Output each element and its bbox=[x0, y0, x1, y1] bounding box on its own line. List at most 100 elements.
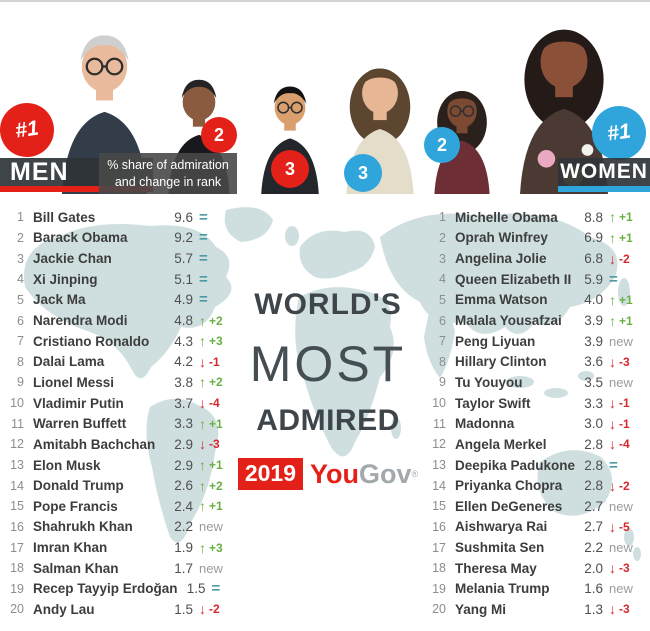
row-value: 2.2 bbox=[174, 519, 193, 535]
list-row: 20 Yang Mi 1.3 ↓ -3 bbox=[428, 599, 650, 620]
row-value: 4.9 bbox=[174, 292, 193, 308]
row-value: 3.7 bbox=[174, 395, 193, 411]
row-rank: 12 bbox=[432, 437, 446, 452]
row-value: 1.5 bbox=[174, 601, 193, 617]
row-name: Pope Francis bbox=[33, 498, 118, 514]
row-change: ↓ -2 bbox=[603, 252, 650, 266]
row-name: Vladimir Putin bbox=[33, 395, 124, 411]
rank-delta: +1 bbox=[619, 210, 633, 225]
list-row: 7 Cristiano Ronaldo 4.3 ↑ +3 bbox=[6, 331, 240, 352]
row-name: Jack Ma bbox=[33, 292, 86, 308]
list-row: 18 Theresa May 2.0 ↓ -3 bbox=[428, 558, 650, 579]
down-arrow-icon: ↓ bbox=[609, 250, 616, 267]
list-row: 14 Priyanka Chopra 2.8 ↓ -2 bbox=[428, 475, 650, 496]
row-rank: 2 bbox=[439, 230, 446, 245]
list-row: 17 Sushmita Sen 2.2 new bbox=[428, 537, 650, 558]
row-name: Angelina Jolie bbox=[455, 251, 547, 267]
list-row: 16 Shahrukh Khan 2.2 new bbox=[6, 517, 240, 538]
row-change: = bbox=[206, 580, 253, 597]
row-name: Narendra Modi bbox=[33, 313, 128, 329]
list-row: 7 Peng Liyuan 3.9 new bbox=[428, 331, 650, 352]
list-row: 15 Ellen DeGeneres 2.7 new bbox=[428, 496, 650, 517]
brand-row: 2019 You Gov ® bbox=[233, 458, 423, 490]
list-row: 4 Queen Elizabeth II 5.9 = bbox=[428, 269, 650, 290]
row-change: ↑ +1 bbox=[603, 293, 650, 307]
list-row: 5 Jack Ma 4.9 = bbox=[6, 290, 240, 311]
title-block: WORLD'S MOST ADMIRED 2019 You Gov ® bbox=[233, 288, 423, 490]
row-rank: 13 bbox=[10, 458, 24, 472]
equals-icon: = bbox=[609, 270, 618, 288]
row-value: 2.8 bbox=[584, 457, 604, 473]
rank-delta: +1 bbox=[619, 292, 633, 307]
row-rank: 3 bbox=[439, 251, 446, 266]
new-label: new bbox=[609, 374, 633, 390]
rank-delta: +3 bbox=[209, 334, 223, 349]
row-rank: 4 bbox=[439, 272, 446, 287]
row-value: 2.4 bbox=[174, 498, 193, 514]
rank-delta: -3 bbox=[619, 561, 630, 576]
row-name: Queen Elizabeth II bbox=[455, 271, 572, 287]
list-row: 8 Hillary Clinton 3.6 ↓ -3 bbox=[428, 351, 650, 372]
row-change: new bbox=[193, 519, 240, 534]
row-rank: 11 bbox=[11, 416, 24, 431]
row-rank: 13 bbox=[432, 458, 446, 472]
row-change: ↑ +3 bbox=[193, 541, 240, 555]
row-change: ↑ +2 bbox=[193, 479, 240, 493]
down-arrow-icon: ↓ bbox=[609, 436, 616, 453]
rank-delta: +1 bbox=[209, 458, 223, 472]
list-row: 11 Madonna 3.0 ↓ -1 bbox=[428, 413, 650, 434]
row-rank: 8 bbox=[17, 354, 24, 369]
row-rank: 16 bbox=[432, 519, 446, 534]
row-value: 2.8 bbox=[584, 436, 603, 452]
up-arrow-icon: ↑ bbox=[199, 415, 206, 432]
row-name: Lionel Messi bbox=[33, 374, 115, 390]
row-name: Hillary Clinton bbox=[455, 354, 547, 370]
row-name: Warren Buffett bbox=[33, 416, 127, 432]
equals-icon: = bbox=[211, 580, 221, 598]
row-value: 2.9 bbox=[174, 436, 193, 452]
row-value: 5.1 bbox=[174, 271, 193, 287]
row-name: Ellen DeGeneres bbox=[455, 498, 563, 514]
row-change: new bbox=[603, 540, 650, 555]
down-arrow-icon: ↓ bbox=[199, 436, 206, 453]
row-change: = bbox=[193, 209, 240, 226]
row-name: Theresa May bbox=[455, 560, 537, 576]
row-name: Yang Mi bbox=[455, 601, 507, 617]
row-value: 2.7 bbox=[584, 498, 603, 514]
row-change: = bbox=[193, 229, 240, 246]
list-row: 1 Michelle Obama 8.8 ↑ +1 bbox=[428, 207, 650, 228]
rank-delta: -5 bbox=[619, 519, 630, 534]
row-name: Emma Watson bbox=[455, 292, 548, 308]
rank-delta: -3 bbox=[619, 602, 630, 617]
info-box: % share of admiration and change in rank bbox=[99, 153, 237, 194]
list-row: 13 Elon Musk 2.9 ↑ +1 bbox=[6, 455, 240, 476]
row-value: 9.6 bbox=[174, 209, 193, 225]
row-name: Oprah Winfrey bbox=[455, 230, 548, 246]
rank-delta: -3 bbox=[619, 354, 630, 369]
row-name: Dalai Lama bbox=[33, 354, 105, 370]
list-row: 12 Angela Merkel 2.8 ↓ -4 bbox=[428, 434, 650, 455]
row-name: Xi Jinping bbox=[33, 271, 98, 287]
row-rank: 15 bbox=[432, 499, 446, 514]
row-name: Sushmita Sen bbox=[455, 540, 545, 556]
list-row: 9 Lionel Messi 3.8 ↑ +2 bbox=[6, 372, 240, 393]
list-row: 5 Emma Watson 4.0 ↑ +1 bbox=[428, 290, 650, 311]
title-admired: ADMIRED bbox=[256, 404, 400, 437]
row-rank: 9 bbox=[17, 375, 24, 390]
row-value: 4.0 bbox=[584, 292, 603, 308]
women-label-box: WOMEN bbox=[558, 158, 650, 192]
rank-delta: -4 bbox=[619, 437, 630, 452]
down-arrow-icon: ↓ bbox=[609, 353, 616, 370]
down-arrow-icon: ↓ bbox=[199, 395, 206, 412]
row-change: ↑ +2 bbox=[193, 375, 240, 389]
rank-delta: -4 bbox=[209, 396, 220, 411]
header: #1 2 3 3 2 #1 MEN % share of admiration and c… bbox=[0, 2, 650, 198]
down-arrow-icon: ↓ bbox=[199, 601, 206, 618]
rank-delta: -1 bbox=[619, 396, 630, 411]
row-change: new bbox=[603, 375, 650, 390]
row-name: Aishwarya Rai bbox=[455, 519, 548, 535]
row-change: ↓ -4 bbox=[193, 396, 240, 410]
row-value: 1.5 bbox=[186, 581, 206, 597]
down-arrow-icon: ↓ bbox=[609, 601, 616, 618]
row-rank: 19 bbox=[432, 581, 446, 596]
